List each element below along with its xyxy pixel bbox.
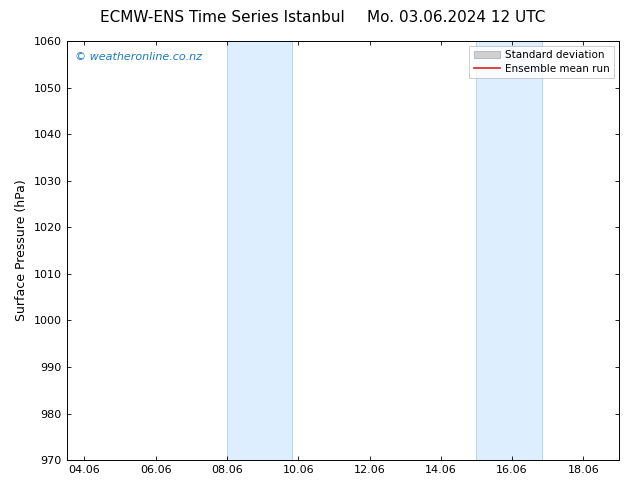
- Legend: Standard deviation, Ensemble mean run: Standard deviation, Ensemble mean run: [469, 46, 614, 78]
- Text: Mo. 03.06.2024 12 UTC: Mo. 03.06.2024 12 UTC: [367, 10, 546, 25]
- Bar: [476, 41, 541, 460]
- Text: © weatheronline.co.nz: © weatheronline.co.nz: [75, 51, 202, 62]
- Text: ECMW-ENS Time Series Istanbul: ECMW-ENS Time Series Istanbul: [100, 10, 344, 25]
- Y-axis label: Surface Pressure (hPa): Surface Pressure (hPa): [15, 180, 28, 321]
- Bar: [227, 41, 292, 460]
